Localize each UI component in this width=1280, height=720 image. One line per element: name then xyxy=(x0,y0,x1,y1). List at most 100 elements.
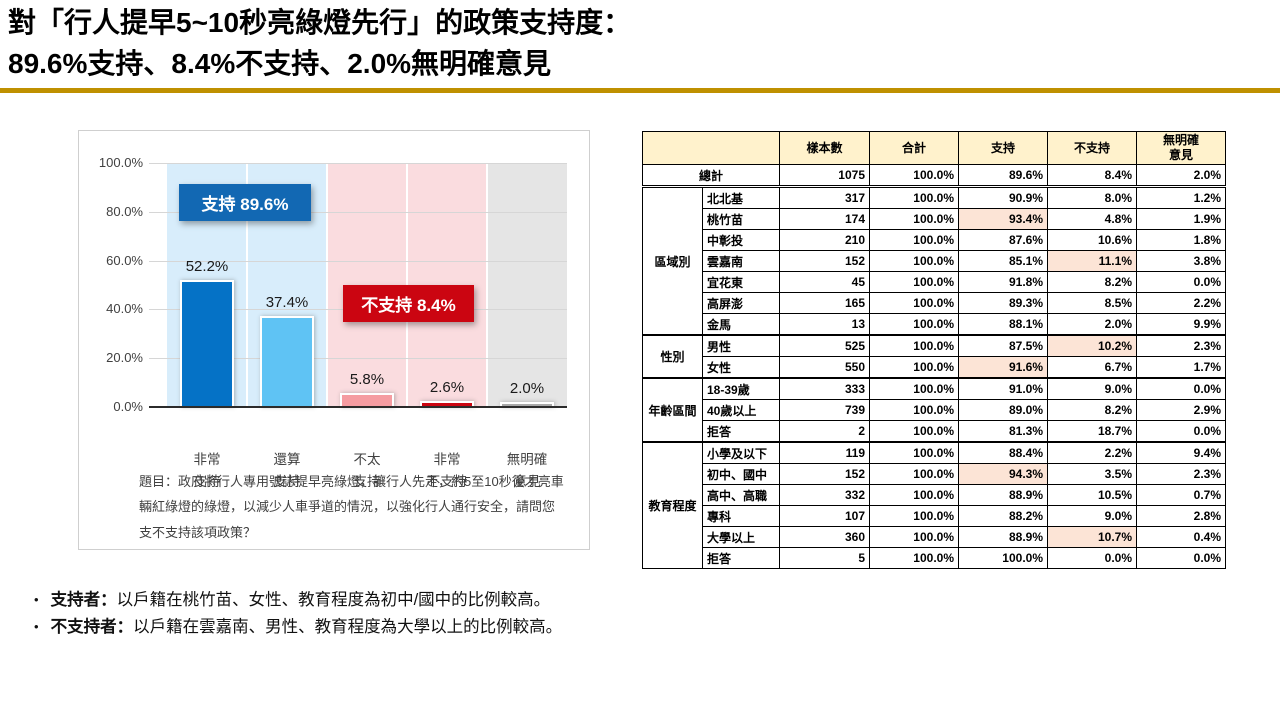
table-cell: 9.0% xyxy=(1047,505,1137,527)
corner-cell xyxy=(642,131,780,165)
table-cell: 10.7% xyxy=(1047,526,1137,548)
bullet-icon: • xyxy=(34,618,39,634)
table-cell: 100.0% xyxy=(869,334,959,357)
table-row-total: 總計 1075 100.0% 89.6% 8.4% 2.0% xyxy=(642,164,1226,188)
gridline xyxy=(149,211,567,213)
table-cell: 100.0% xyxy=(869,505,959,527)
table-row: 拒答 5 100.0% 100.0% 0.0% 0.0% xyxy=(643,547,1226,569)
note-text: 不支持者：以戶籍在雲嘉南、男性、教育程度為大學以上的比例較高。 xyxy=(51,615,563,640)
table-cell: 88.1% xyxy=(958,313,1048,336)
page-title: 對「行人提早5~10秒亮綠燈先行」的政策支持度： 89.6%支持、8.4%不支持… xyxy=(8,3,631,84)
table-row: 桃竹苗 174 100.0% 93.4% 4.8% 1.9% xyxy=(643,208,1226,230)
row-label: 桃竹苗 xyxy=(702,208,780,230)
table-cell: 9.4% xyxy=(1136,441,1226,464)
bar-3 xyxy=(340,392,394,407)
row-label: 高中、高職 xyxy=(702,484,780,506)
y-tick-label: 60.0% xyxy=(106,252,143,268)
bar-chart: 52.2% 37.4% 5.8% 2.6% 2.0% 支持 89.6% 不支持 8.4% xyxy=(149,163,567,408)
stats-table: 樣本數 合計 支持 不支持 無明確 意見 總計 1075 100.0% 89.6% 8.4% 2.0… xyxy=(642,131,1226,569)
bar-5 xyxy=(500,402,554,407)
table-header-row: 樣本數 合計 支持 不支持 無明確 意見 xyxy=(642,131,1226,165)
bar-4 xyxy=(420,400,474,407)
table-cell: 2.3% xyxy=(1136,334,1226,357)
table-cell: 9.9% xyxy=(1136,313,1226,336)
row-label: 小學及以下 xyxy=(702,441,780,464)
table-cell: 360 xyxy=(779,526,870,548)
table-cell: 1075 xyxy=(779,164,870,188)
gridline xyxy=(149,358,567,360)
group-label: 年齡區間 xyxy=(642,377,703,443)
table-cell: 100.0% xyxy=(869,484,959,506)
column-header: 支持 xyxy=(958,131,1048,165)
table-cell: 100.0% xyxy=(869,229,959,251)
table-cell: 1.8% xyxy=(1136,229,1226,251)
table-cell: 100.0% xyxy=(869,250,959,272)
table-cell: 100.0% xyxy=(869,164,959,188)
table-cell: 87.6% xyxy=(958,229,1048,251)
table-cell: 100.0% xyxy=(869,547,959,569)
x-tick-label: 非常 不支持 xyxy=(426,452,468,489)
table-cell: 1.9% xyxy=(1136,208,1226,230)
table-cell: 2.0% xyxy=(1047,313,1137,336)
row-label: 金馬 xyxy=(702,313,780,336)
table-cell: 152 xyxy=(779,250,870,272)
table-cell: 100.0% xyxy=(869,526,959,548)
table-cell: 317 xyxy=(779,185,870,209)
table-cell: 100.0% xyxy=(869,271,959,293)
row-label: 總計 xyxy=(642,164,780,188)
row-label: 大學以上 xyxy=(702,526,780,548)
row-label: 男性 xyxy=(702,334,780,357)
band-separator xyxy=(486,163,488,407)
table-cell: 2.0% xyxy=(1136,164,1226,188)
table-cell: 3.8% xyxy=(1136,250,1226,272)
band-separator xyxy=(246,163,248,407)
table-cell: 10.2% xyxy=(1047,334,1137,357)
table-cell: 91.0% xyxy=(958,377,1048,400)
notes-list: • 支持者：以戶籍在桃竹苗、女性、教育程度為初中/國中的比例較高。 • 不支持者… xyxy=(34,588,670,642)
table-cell: 0.0% xyxy=(1136,420,1226,443)
table-row: 區域別 北北基 317 100.0% 90.9% 8.0% 1.2% xyxy=(642,185,1226,336)
table-cell: 100.0% xyxy=(869,208,959,230)
table-cell: 8.4% xyxy=(1047,164,1137,188)
note-text: 支持者：以戶籍在桃竹苗、女性、教育程度為初中/國中的比例較高。 xyxy=(51,588,551,613)
gridline xyxy=(149,260,567,262)
table-cell: 100.0% xyxy=(869,420,959,443)
table-cell: 0.7% xyxy=(1136,484,1226,506)
table-cell: 100.0% xyxy=(869,463,959,485)
table-cell: 18.7% xyxy=(1047,420,1137,443)
row-label: 初中、國中 xyxy=(702,463,780,485)
table-cell: 152 xyxy=(779,463,870,485)
table-cell: 0.0% xyxy=(1136,377,1226,400)
table-cell: 739 xyxy=(779,399,870,421)
table-row: 年齡區間 18-39歲 333 100.0% 91.0% 9.0% 0.0% xyxy=(642,377,1226,443)
table-row: 拒答 2 100.0% 81.3% 18.7% 0.0% xyxy=(643,420,1226,443)
table-cell: 11.1% xyxy=(1047,250,1137,272)
table-cell: 8.2% xyxy=(1047,399,1137,421)
category-band xyxy=(487,163,567,407)
bar-value-label: 5.8% xyxy=(349,370,385,388)
note-body: 以戶籍在雲嘉南、男性、教育程度為大學以上的比例較高。 xyxy=(133,617,563,636)
bullet-icon: • xyxy=(34,592,39,607)
table-cell: 88.9% xyxy=(958,484,1048,506)
y-tick-label: 100.0% xyxy=(98,155,143,170)
bar-1 xyxy=(180,279,234,407)
row-label: 40歲以上 xyxy=(702,399,780,421)
table-cell: 210 xyxy=(779,229,870,251)
table-cell: 100.0% xyxy=(958,547,1048,569)
chart-panel: 52.2% 37.4% 5.8% 2.6% 2.0% 支持 89.6% 不支持 8.4% 1… xyxy=(78,130,590,550)
table-cell: 0.4% xyxy=(1136,526,1226,548)
x-tick-label: 非常 支持 xyxy=(193,452,221,489)
table-cell: 2.8% xyxy=(1136,505,1226,527)
table-cell: 1.2% xyxy=(1136,185,1226,209)
row-label: 18-39歲 xyxy=(702,377,780,400)
table-cell: 2.2% xyxy=(1047,441,1137,464)
table-cell: 88.2% xyxy=(958,505,1048,527)
table-cell: 88.9% xyxy=(958,526,1048,548)
bar-2 xyxy=(260,315,314,407)
table-cell: 10.6% xyxy=(1047,229,1137,251)
y-tick-label: 40.0% xyxy=(106,301,143,317)
x-tick-label: 無明確 意見 xyxy=(506,452,548,489)
table-cell: 45 xyxy=(779,271,870,293)
table-cell: 100.0% xyxy=(869,399,959,421)
table-cell: 85.1% xyxy=(958,250,1048,272)
